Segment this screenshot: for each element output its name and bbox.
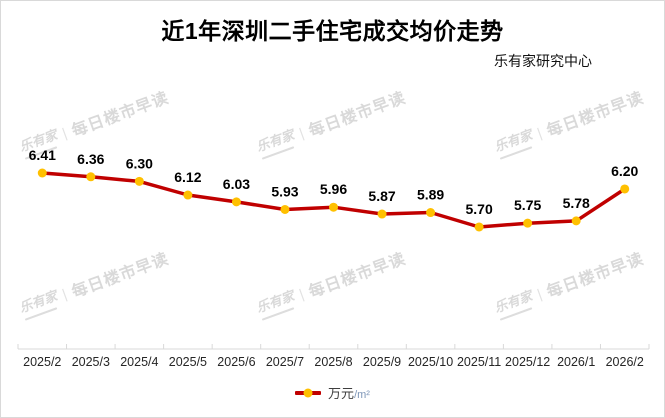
data-point-marker — [134, 176, 144, 186]
legend-label-prefix: 万元 — [328, 386, 355, 401]
data-point-label: 6.20 — [611, 163, 638, 179]
legend-label: 万元/m² — [328, 383, 370, 402]
data-point-label: 5.75 — [514, 197, 541, 213]
x-axis-label: 2026/1 — [557, 355, 595, 369]
data-point-marker — [86, 172, 96, 182]
data-point-label: 6.12 — [174, 169, 201, 185]
data-point-label: 6.41 — [29, 147, 56, 163]
x-axis-label: 2026/2 — [606, 355, 644, 369]
chart-source: 乐有家研究中心 — [494, 53, 592, 69]
data-point-label: 6.36 — [77, 151, 104, 167]
x-axis-label: 2025/7 — [266, 355, 304, 369]
x-axis-label: 2025/9 — [363, 355, 401, 369]
data-point-marker — [523, 218, 533, 228]
data-point-marker — [571, 216, 581, 226]
data-point-marker — [37, 168, 47, 178]
x-axis-label: 2025/2 — [23, 355, 61, 369]
x-axis-label: 2025/6 — [217, 355, 255, 369]
data-point-marker — [620, 184, 630, 194]
x-axis-label: 2025/11 — [457, 355, 501, 369]
data-point-marker — [474, 222, 484, 232]
legend-label-suffix: /m² — [354, 389, 370, 401]
x-axis-label: 2025/8 — [314, 355, 352, 369]
data-point-label: 5.96 — [320, 181, 347, 197]
data-point-label: 5.78 — [563, 195, 590, 211]
data-point-label: 5.70 — [465, 201, 492, 217]
chart-title: 近1年深圳二手住宅成交均价走势 — [161, 18, 504, 44]
data-point-label: 5.87 — [368, 188, 395, 204]
x-axis-label: 2025/5 — [169, 355, 207, 369]
x-axis-label: 2025/10 — [408, 355, 453, 369]
data-point-label: 6.30 — [126, 155, 153, 171]
x-axis-label: 2025/4 — [120, 355, 158, 369]
data-point-marker — [377, 209, 387, 219]
data-point-marker — [231, 197, 241, 207]
x-axis-label: 2025/12 — [505, 355, 550, 369]
legend-line-marker-icon — [295, 388, 322, 397]
data-point-label: 5.89 — [417, 187, 444, 203]
data-point-marker — [183, 190, 193, 200]
chart-legend: 万元/m² — [1, 383, 664, 402]
x-axis-label: 2025/3 — [72, 355, 110, 369]
legend-dot-icon — [303, 388, 313, 397]
data-point-marker — [280, 204, 290, 214]
data-point-marker — [329, 202, 338, 212]
data-point-label: 6.03 — [223, 176, 250, 192]
data-point-label: 5.93 — [271, 183, 298, 199]
data-point-marker — [426, 208, 436, 218]
